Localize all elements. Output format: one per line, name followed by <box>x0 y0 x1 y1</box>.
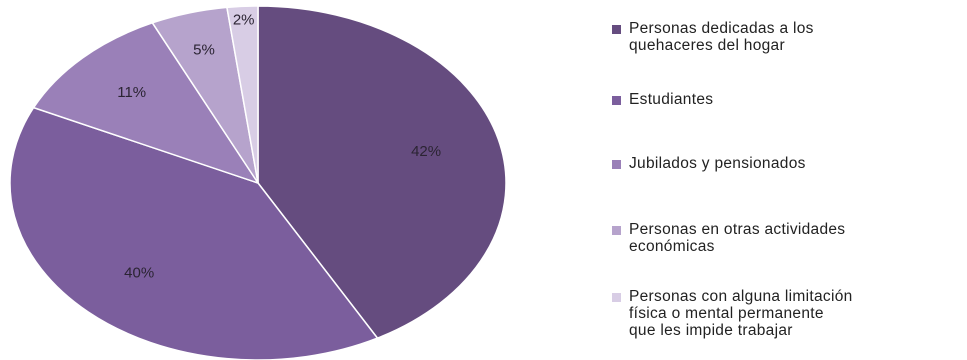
legend-item-5: Personas con alguna limitación física o … <box>612 288 853 339</box>
slice-value-label-3: 11% <box>117 84 146 101</box>
legend-label: Personas dedicadas a los quehaceres del … <box>629 20 814 54</box>
slice-value-label-5: 2% <box>233 11 255 28</box>
legend-label: Jubilados y pensionados <box>629 155 806 172</box>
pie-slice-5 <box>226 5 259 184</box>
legend-label: Estudiantes <box>629 91 714 108</box>
legend-item-2: Estudiantes <box>612 91 713 108</box>
legend-label: Personas con alguna limitación física o … <box>629 288 853 339</box>
legend-swatch <box>612 25 621 34</box>
legend-item-4: Personas en otras actividades económicas <box>612 221 845 255</box>
pie-slice-1 <box>257 5 507 340</box>
legend-label: Personas en otras actividades económicas <box>629 221 846 255</box>
legend-swatch <box>612 160 621 169</box>
legend-swatch <box>612 293 621 302</box>
legend-item-3: Jubilados y pensionados <box>612 155 806 172</box>
slice-value-label-1: 42% <box>411 143 441 160</box>
legend-item-1: Personas dedicadas a los quehaceres del … <box>612 20 814 54</box>
legend-swatch <box>612 226 621 235</box>
legend-swatch <box>612 96 621 105</box>
pie-slice-3 <box>32 21 260 185</box>
slice-value-label-4: 5% <box>193 41 215 58</box>
pie-slice-2 <box>9 106 379 360</box>
pie-chart-plot: 42% 40% 11% 5% 2% <box>9 5 507 360</box>
slice-value-label-2: 40% <box>124 264 154 281</box>
